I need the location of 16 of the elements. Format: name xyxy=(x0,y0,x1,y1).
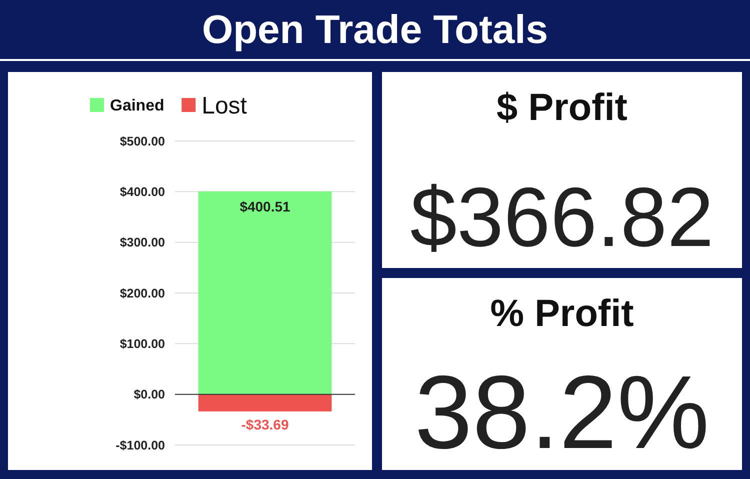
y-tick-label: -$100.00 xyxy=(116,438,166,452)
text: $366.82 xyxy=(410,170,714,264)
y-tick-label: $500.00 xyxy=(120,134,166,148)
y-tick-label: $400.00 xyxy=(120,185,166,200)
chart-title: Open Trade Totals xyxy=(202,8,548,52)
y-tick-label: $300.00 xyxy=(120,236,166,250)
legend-label: Lost xyxy=(202,92,248,120)
y-tick-label: $200.00 xyxy=(120,286,166,300)
text: $ Profit xyxy=(496,87,628,129)
text: % Profit xyxy=(490,293,634,335)
text: 38.2% xyxy=(414,355,710,471)
y-tick-label: $0.00 xyxy=(134,388,166,402)
data-label: -$33.69 xyxy=(241,416,289,432)
data-label: $400.51 xyxy=(240,198,291,214)
y-tick-label: $100.00 xyxy=(120,337,166,352)
legend-label: Gained xyxy=(110,98,164,115)
